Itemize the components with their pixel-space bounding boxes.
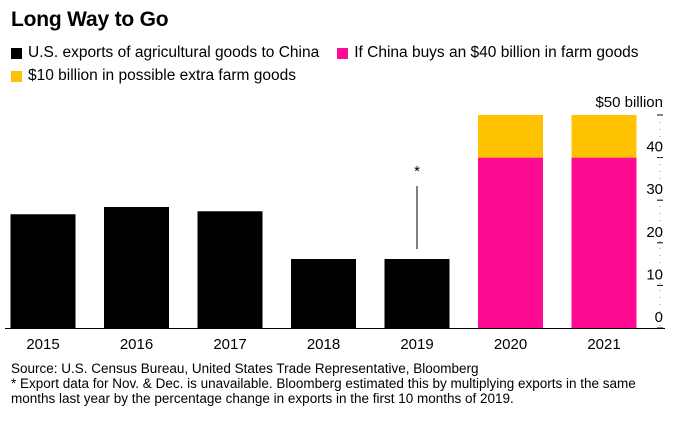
bar-2018-series-0	[291, 258, 356, 328]
bar-2020-series-2	[478, 115, 543, 158]
legend-row-2: $10 billion in possible extra farm goods	[11, 67, 314, 85]
annotation-marker: *	[414, 163, 420, 180]
bar-2020-series-1	[478, 157, 543, 328]
footnote: * Export data for Nov. & Dec. is unavail…	[11, 376, 636, 406]
chart-notes: Source: U.S. Census Bureau, United State…	[11, 361, 671, 406]
x-tick-label: 2020	[494, 336, 527, 353]
legend-swatch-magenta	[337, 47, 349, 59]
y-tick-label: 30	[646, 181, 663, 198]
x-tick-label: 2019	[400, 336, 433, 353]
legend-row-1: U.S. exports of agricultural goods to Ch…	[11, 44, 657, 62]
y-tick-label: 0	[655, 309, 663, 326]
legend-label-40-billion: If China buys an $40 billion in farm goo…	[354, 44, 639, 61]
x-tick-label: 2015	[26, 336, 59, 353]
x-tick-label: 2017	[213, 336, 246, 353]
legend-item-us-exports: U.S. exports of agricultural goods to Ch…	[11, 44, 319, 62]
bar-2019-series-0	[384, 258, 450, 328]
x-tick-label: 2016	[120, 336, 153, 353]
y-axis-top-label: $50 billion	[595, 94, 663, 111]
x-tick-label: 2021	[587, 336, 620, 353]
legend-item-40-billion: If China buys an $40 billion in farm goo…	[337, 44, 639, 62]
bar-2016-series-0	[104, 207, 169, 328]
bar-2015-series-0	[10, 214, 76, 328]
x-tick-label: 2018	[307, 336, 340, 353]
y-tick-label: 40	[646, 139, 663, 156]
legend-label-10-billion: $10 billion in possible extra farm goods	[28, 67, 296, 84]
chart-title: Long Way to Go	[11, 8, 169, 31]
bar-2021-series-2	[571, 115, 637, 158]
bar-chart: 0 10 20 30 40 $50 billion 2015 2016 2017 2018 2019…	[5, 94, 665, 353]
source-note: Source: U.S. Census Bureau, United State…	[11, 361, 479, 376]
legend-label-us-exports: U.S. exports of agricultural goods to Ch…	[28, 44, 320, 61]
legend-item-10-billion: $10 billion in possible extra farm goods	[11, 67, 296, 85]
bar-2017-series-0	[197, 211, 263, 328]
y-tick-label: 20	[646, 224, 663, 241]
bar-2021-series-1	[571, 157, 637, 328]
legend-swatch-black	[11, 47, 22, 59]
y-tick-label: 10	[646, 266, 663, 283]
legend-swatch-yellow	[11, 70, 22, 82]
